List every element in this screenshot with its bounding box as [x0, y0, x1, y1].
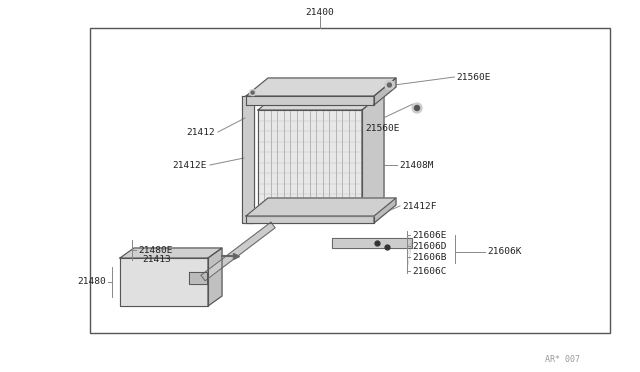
Text: 21408M: 21408M	[399, 160, 433, 170]
Text: 21413: 21413	[142, 256, 171, 264]
Polygon shape	[246, 198, 396, 216]
Text: 21606B: 21606B	[412, 253, 447, 262]
Bar	[90, 28, 610, 333]
Text: 21606K: 21606K	[487, 247, 522, 256]
Polygon shape	[208, 248, 222, 306]
Text: 21412: 21412	[186, 128, 215, 137]
Polygon shape	[374, 198, 396, 223]
Text: 21412F: 21412F	[402, 202, 436, 211]
Polygon shape	[246, 216, 374, 223]
Polygon shape	[374, 78, 396, 105]
Circle shape	[415, 106, 419, 110]
Text: 21480E: 21480E	[138, 246, 173, 254]
Circle shape	[251, 91, 254, 94]
Text: 21606E: 21606E	[412, 231, 447, 240]
Polygon shape	[246, 78, 396, 96]
Circle shape	[387, 83, 392, 87]
Polygon shape	[189, 272, 207, 284]
Polygon shape	[120, 248, 222, 258]
Polygon shape	[246, 96, 374, 105]
Circle shape	[385, 80, 394, 90]
Polygon shape	[332, 238, 412, 248]
Text: 21412E: 21412E	[173, 160, 207, 170]
Circle shape	[412, 103, 422, 113]
Polygon shape	[258, 110, 362, 215]
Text: AR* 007: AR* 007	[545, 356, 580, 365]
Text: 21480: 21480	[77, 278, 106, 286]
Text: 21400: 21400	[306, 7, 334, 16]
Text: 21606D: 21606D	[412, 241, 447, 250]
Polygon shape	[242, 96, 254, 223]
Text: 21560E: 21560E	[456, 73, 491, 81]
Polygon shape	[201, 222, 275, 281]
Text: 21560E: 21560E	[365, 124, 399, 132]
Text: 21606C: 21606C	[412, 266, 447, 276]
Polygon shape	[362, 92, 384, 215]
Polygon shape	[120, 258, 208, 306]
Circle shape	[250, 90, 255, 96]
Polygon shape	[258, 92, 384, 110]
